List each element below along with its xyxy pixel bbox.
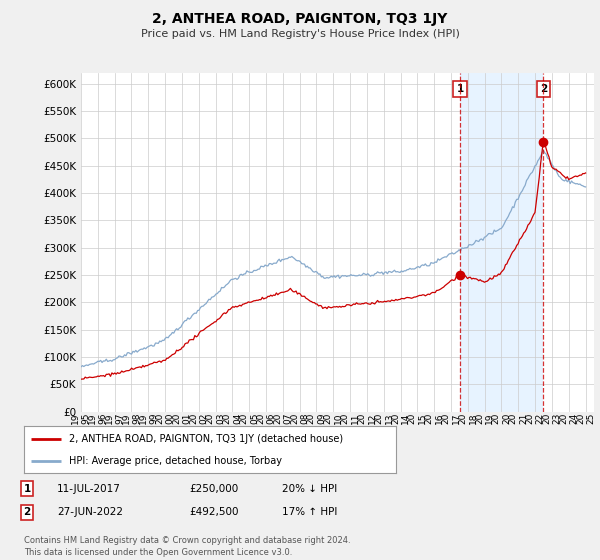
Text: 2: 2	[540, 84, 547, 94]
Text: £250,000: £250,000	[189, 484, 238, 494]
Text: Price paid vs. HM Land Registry's House Price Index (HPI): Price paid vs. HM Land Registry's House …	[140, 29, 460, 39]
Text: 2, ANTHEA ROAD, PAIGNTON, TQ3 1JY (detached house): 2, ANTHEA ROAD, PAIGNTON, TQ3 1JY (detac…	[68, 434, 343, 444]
Bar	[460, 73, 544, 412]
Text: Contains HM Land Registry data © Crown copyright and database right 2024.
This d: Contains HM Land Registry data © Crown c…	[24, 536, 350, 557]
Text: 11-JUL-2017: 11-JUL-2017	[57, 484, 121, 494]
Text: 2: 2	[23, 507, 31, 517]
Text: 17% ↑ HPI: 17% ↑ HPI	[282, 507, 337, 517]
Text: 20% ↓ HPI: 20% ↓ HPI	[282, 484, 337, 494]
Text: 27-JUN-2022: 27-JUN-2022	[57, 507, 123, 517]
Text: HPI: Average price, detached house, Torbay: HPI: Average price, detached house, Torb…	[68, 456, 281, 466]
Text: 1: 1	[457, 84, 464, 94]
Text: 2, ANTHEA ROAD, PAIGNTON, TQ3 1JY: 2, ANTHEA ROAD, PAIGNTON, TQ3 1JY	[152, 12, 448, 26]
Text: £492,500: £492,500	[189, 507, 239, 517]
Text: 1: 1	[23, 484, 31, 494]
